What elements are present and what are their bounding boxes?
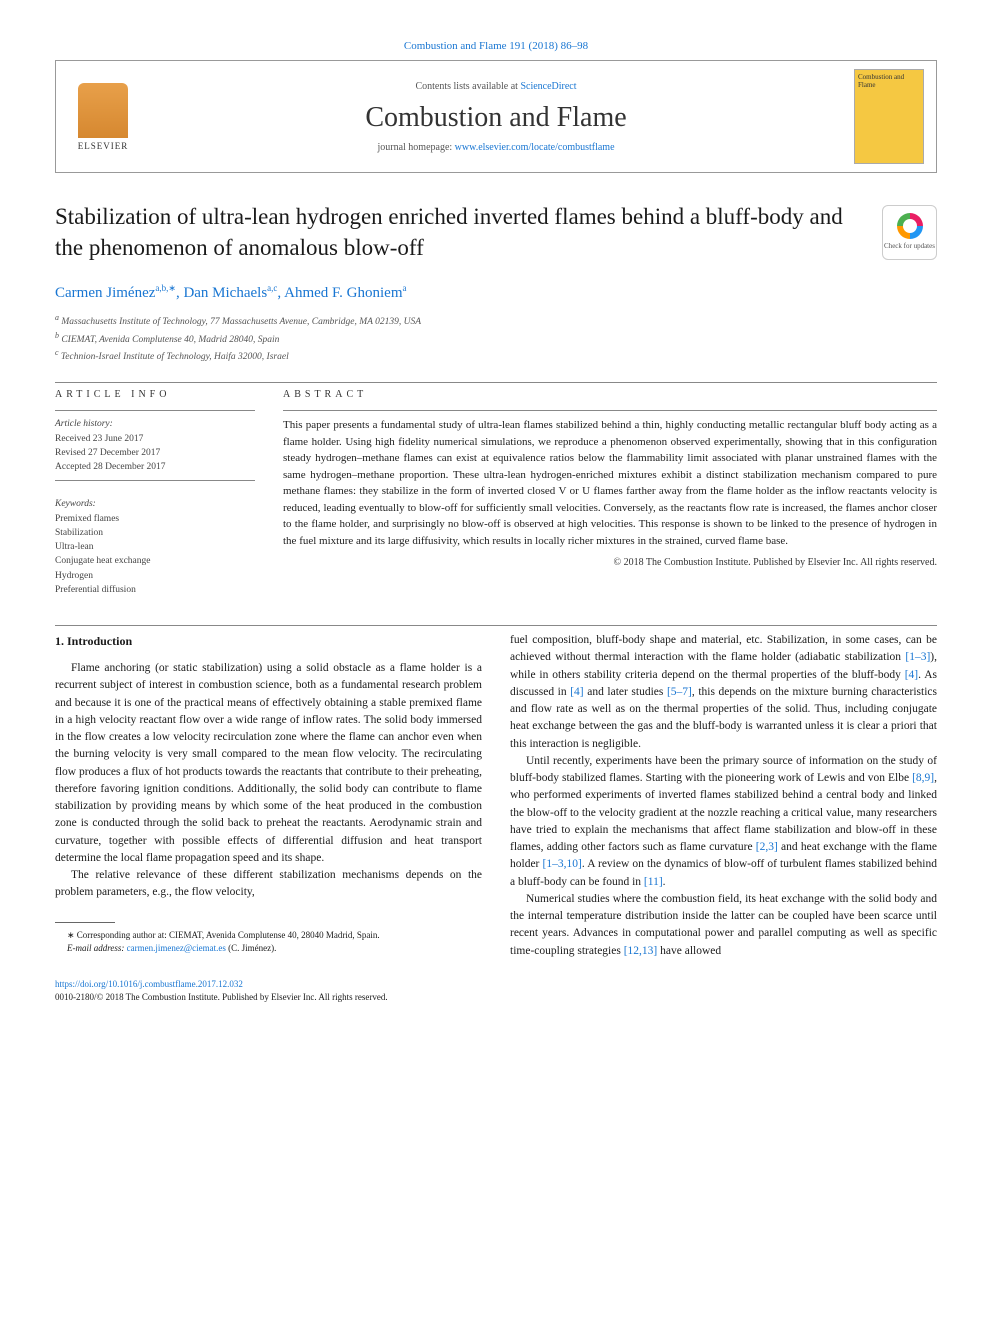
journal-issue-banner: Combustion and Flame 191 (2018) 86–98 bbox=[55, 40, 937, 52]
intro-paragraph-2: The relative relevance of these differen… bbox=[55, 867, 482, 902]
affiliation-c: c Technion-Israel Institute of Technolog… bbox=[55, 347, 937, 364]
author-3[interactable]: Ahmed F. Ghoniema bbox=[284, 285, 406, 301]
divider-mid bbox=[55, 625, 937, 626]
ref-link-4b[interactable]: [4] bbox=[570, 686, 583, 698]
journal-cover-thumbnail: Combustion and Flame bbox=[854, 69, 924, 164]
history-received: Received 23 June 2017 bbox=[55, 432, 255, 446]
section-1-heading: 1. Introduction bbox=[55, 632, 482, 650]
ref-link-1-3[interactable]: [1–3] bbox=[905, 651, 930, 663]
divider-top bbox=[55, 382, 937, 383]
issn-copyright: 0010-2180/© 2018 The Combustion Institut… bbox=[55, 992, 388, 1002]
ref-link-4a[interactable]: [4] bbox=[905, 669, 918, 681]
abstract-copyright: © 2018 The Combustion Institute. Publish… bbox=[283, 557, 937, 568]
elsevier-logo: ELSEVIER bbox=[68, 77, 138, 157]
homepage-prefix: journal homepage: bbox=[377, 142, 454, 153]
history-revised: Revised 27 December 2017 bbox=[55, 446, 255, 460]
body-text: 1. Introduction Flame anchoring (or stat… bbox=[55, 632, 937, 960]
email-footnote: E-mail address: carmen.jimenez@ciemat.es… bbox=[55, 942, 482, 956]
cover-title: Combustion and Flame bbox=[858, 73, 920, 90]
intro-paragraph-4: Numerical studies where the combustion f… bbox=[510, 891, 937, 960]
body-column-left: 1. Introduction Flame anchoring (or stat… bbox=[55, 632, 482, 960]
article-title-text: Stabilization of ultra-lean hydrogen enr… bbox=[55, 204, 843, 260]
info-divider-2 bbox=[55, 480, 255, 481]
sciencedirect-link[interactable]: ScienceDirect bbox=[520, 81, 576, 92]
ref-link-12-13[interactable]: [12,13] bbox=[624, 945, 658, 957]
keyword-1: Premixed flames bbox=[55, 512, 255, 526]
keyword-4: Conjugate heat exchange bbox=[55, 554, 255, 568]
affiliations: a Massachusetts Institute of Technology,… bbox=[55, 312, 937, 364]
body-column-right: fuel composition, bluff-body shape and m… bbox=[510, 632, 937, 960]
author-email-link[interactable]: carmen.jimenez@ciemat.es bbox=[127, 943, 226, 953]
journal-homepage-line: journal homepage: www.elsevier.com/locat… bbox=[138, 142, 854, 153]
check-updates-label: Check for updates bbox=[884, 242, 935, 251]
intro-paragraph-1: Flame anchoring (or static stabilization… bbox=[55, 660, 482, 867]
intro-paragraph-2-cont: fuel composition, bluff-body shape and m… bbox=[510, 632, 937, 753]
page-footer: https://doi.org/10.1016/j.combustflame.2… bbox=[55, 978, 937, 1005]
intro-paragraph-3: Until recently, experiments have been th… bbox=[510, 753, 937, 891]
ref-link-11[interactable]: [11] bbox=[644, 876, 663, 888]
abstract-text: This paper presents a fundamental study … bbox=[283, 417, 937, 549]
affiliation-a: a Massachusetts Institute of Technology,… bbox=[55, 312, 937, 329]
check-for-updates-badge[interactable]: Check for updates bbox=[882, 205, 937, 260]
keywords-head: Keywords: bbox=[55, 497, 255, 511]
contents-prefix: Contents lists available at bbox=[415, 81, 520, 92]
keyword-6: Preferential diffusion bbox=[55, 583, 255, 597]
abstract-divider bbox=[283, 410, 937, 411]
info-divider-1 bbox=[55, 410, 255, 411]
email-attribution: (C. Jiménez). bbox=[226, 943, 276, 953]
ref-link-8-9[interactable]: [8,9] bbox=[912, 772, 934, 784]
keyword-5: Hydrogen bbox=[55, 569, 255, 583]
article-info-column: article info Article history: Received 2… bbox=[55, 389, 255, 597]
email-label: E-mail address: bbox=[67, 943, 127, 953]
author-1[interactable]: Carmen Jiméneza,b,∗ bbox=[55, 285, 176, 301]
article-history-head: Article history: bbox=[55, 417, 255, 431]
publisher-name: ELSEVIER bbox=[78, 141, 129, 151]
abstract-column: abstract This paper presents a fundament… bbox=[283, 389, 937, 597]
ref-link-5-7[interactable]: [5–7] bbox=[667, 686, 692, 698]
article-info-label: article info bbox=[55, 389, 255, 400]
affiliation-b: b CIEMAT, Avenida Complutense 40, Madrid… bbox=[55, 330, 937, 347]
keyword-3: Ultra-lean bbox=[55, 540, 255, 554]
journal-title: Combustion and Flame bbox=[138, 102, 854, 134]
keyword-2: Stabilization bbox=[55, 526, 255, 540]
contents-available-line: Contents lists available at ScienceDirec… bbox=[138, 81, 854, 92]
ref-link-1-3-10[interactable]: [1–3,10] bbox=[543, 858, 582, 870]
corresponding-author-footnote: ∗ Corresponding author at: CIEMAT, Aveni… bbox=[55, 929, 482, 943]
doi-link[interactable]: https://doi.org/10.1016/j.combustflame.2… bbox=[55, 979, 243, 989]
author-2[interactable]: Dan Michaelsa,c bbox=[183, 285, 277, 301]
article-title: Stabilization of ultra-lean hydrogen enr… bbox=[55, 201, 937, 263]
history-accepted: Accepted 28 December 2017 bbox=[55, 460, 255, 474]
journal-header: ELSEVIER Contents lists available at Sci… bbox=[55, 60, 937, 173]
elsevier-tree-icon bbox=[78, 83, 128, 138]
authors-line: Carmen Jiméneza,b,∗, Dan Michaelsa,c, Ah… bbox=[55, 283, 937, 302]
journal-homepage-link[interactable]: www.elsevier.com/locate/combustflame bbox=[455, 142, 615, 153]
crossmark-icon bbox=[897, 213, 923, 239]
footnote-rule bbox=[55, 922, 115, 923]
abstract-label: abstract bbox=[283, 389, 937, 400]
ref-link-2-3[interactable]: [2,3] bbox=[756, 841, 778, 853]
